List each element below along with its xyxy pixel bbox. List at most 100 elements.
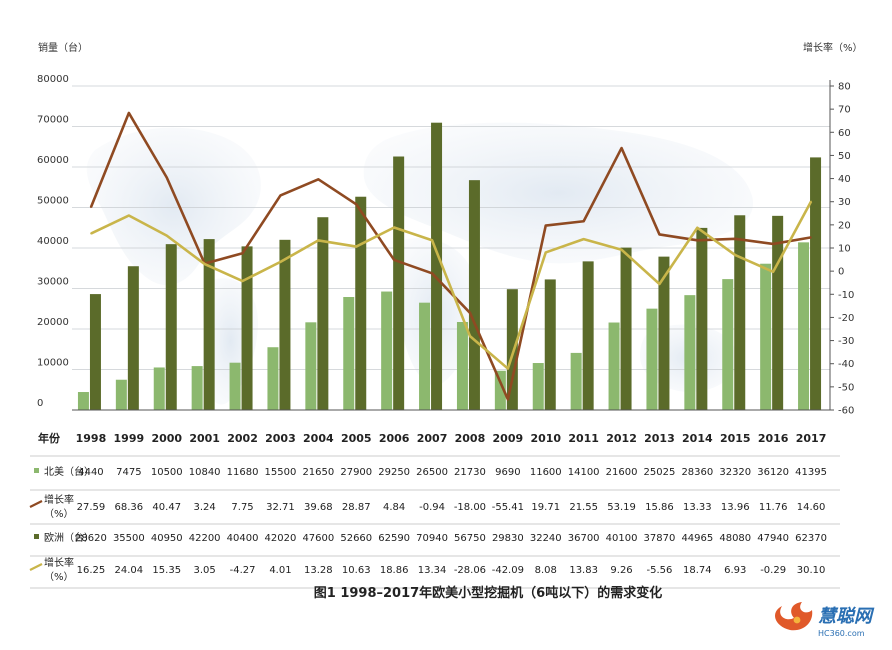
bar-north-america	[494, 370, 506, 410]
table-cell: 13.83	[569, 565, 598, 576]
growth-point-north-america	[620, 147, 623, 149]
table-cell: 28620	[75, 533, 107, 544]
y-tick-label: 70000	[37, 115, 69, 126]
y2-tick-label: -60	[838, 406, 854, 417]
growth-point-europe	[393, 226, 395, 229]
table-cell: 16.25	[77, 565, 106, 576]
table-cell: 11600	[530, 467, 562, 478]
table-cell: -4.27	[230, 565, 256, 576]
year-label: 2004	[303, 432, 334, 445]
year-label: 2002	[227, 432, 258, 445]
table-cell: 32320	[719, 467, 751, 478]
table-cell: 14.60	[797, 502, 826, 513]
table-cell: 27900	[340, 467, 372, 478]
table-cell: 15.86	[645, 502, 674, 513]
bar-north-america	[646, 308, 658, 410]
bar-europe	[734, 215, 746, 410]
table-cell: 36120	[757, 467, 789, 478]
y-axis-ticks: 80000 70000 60000 50000 40000 30000 20000 10000…	[37, 74, 69, 409]
table-cell: 35500	[113, 533, 145, 544]
data-table: 年份 1998 1999 2000 2001 2002 2003 2004 2005 2006 20…	[29, 431, 840, 589]
watermark-brand: 慧聪网	[818, 606, 875, 627]
bar-europe	[393, 156, 405, 410]
bar-europe	[317, 217, 329, 410]
bar-europe	[203, 239, 215, 410]
y2-tick-label: 10	[838, 244, 851, 255]
y-axis-title: 销量（台）	[38, 41, 88, 54]
table-cell: 70940	[416, 533, 448, 544]
bars-europe	[89, 122, 822, 411]
watermark-domain: HC360.com	[818, 629, 865, 638]
y2-axis-title: 增长率（%）	[803, 41, 863, 54]
bar-north-america	[115, 379, 127, 410]
table-cell: -5.56	[647, 565, 673, 576]
growth-point-europe	[165, 234, 168, 237]
table-cell: 48080	[719, 533, 751, 544]
bar-north-america	[798, 242, 810, 410]
y-tick-label: 80000	[37, 74, 69, 85]
bar-north-america	[381, 291, 393, 410]
table-cell: 13.28	[304, 565, 333, 576]
growth-point-north-america	[90, 206, 92, 209]
table-row-label: （%）	[44, 571, 74, 583]
growth-line-europe	[90, 200, 813, 370]
table-cell: 53.19	[607, 502, 636, 513]
table-cell: 41395	[795, 467, 827, 478]
legend-swatch-europe	[34, 534, 39, 539]
growth-point-north-america	[658, 233, 661, 236]
table-cell: -55.41	[492, 502, 524, 513]
year-label: 1999	[114, 432, 145, 445]
y2-tick-label: -50	[838, 382, 854, 393]
table-cell: 15500	[265, 467, 297, 478]
table-row-label: （%）	[44, 508, 74, 520]
year-label: 2010	[530, 432, 561, 445]
y2-tick-label: -20	[838, 313, 854, 324]
growth-point-north-america	[279, 194, 282, 197]
growth-point-north-america	[469, 312, 471, 314]
bar-europe	[127, 266, 139, 410]
bar-north-america	[77, 392, 89, 410]
growth-point-north-america	[165, 176, 168, 179]
table-cell: 29250	[378, 467, 410, 478]
legend-swatch-growth-north-america	[29, 500, 43, 508]
y2-tick-label: 40	[838, 174, 851, 185]
table-cell: 36700	[568, 533, 600, 544]
legend-swatch-north-america	[34, 468, 39, 473]
bar-north-america	[419, 302, 431, 410]
table-cell: 13.33	[683, 502, 712, 513]
growth-point-europe	[658, 283, 661, 285]
y-tick-label: 50000	[37, 196, 69, 207]
growth-point-north-america	[355, 203, 358, 206]
y2-tick-label: 70	[838, 105, 851, 116]
table-cell: 10840	[189, 467, 221, 478]
bar-europe	[582, 261, 594, 410]
bars-north-america	[77, 242, 810, 410]
y2-tick-label: 20	[838, 220, 851, 231]
growth-point-europe	[544, 251, 547, 254]
table-cell: 11680	[227, 467, 259, 478]
table-cell: 24.04	[115, 565, 144, 576]
bar-north-america	[229, 362, 241, 410]
table-cell: 44965	[681, 533, 713, 544]
growth-point-europe	[241, 280, 244, 282]
table-cell: 15.35	[152, 565, 181, 576]
year-label: 2017	[796, 432, 827, 445]
table-cell: 29830	[492, 533, 524, 544]
table-cell: 7475	[116, 467, 141, 478]
bar-north-america	[267, 347, 279, 410]
year-label: 2003	[265, 432, 296, 445]
table-cell: 8.08	[535, 565, 557, 576]
growth-point-north-america	[128, 112, 130, 114]
year-label: 2015	[720, 432, 751, 445]
growth-point-europe	[734, 254, 737, 256]
y2-tick-label: -30	[838, 336, 854, 347]
table-cell: 21600	[606, 467, 638, 478]
year-label: 2006	[379, 432, 410, 445]
bar-north-america	[684, 295, 696, 410]
table-cell: 27.59	[77, 502, 106, 513]
growth-point-north-america	[393, 259, 395, 261]
bar-europe	[431, 122, 443, 411]
year-label: 2001	[189, 432, 220, 445]
bar-europe	[468, 180, 480, 410]
bar-north-america	[343, 297, 355, 410]
